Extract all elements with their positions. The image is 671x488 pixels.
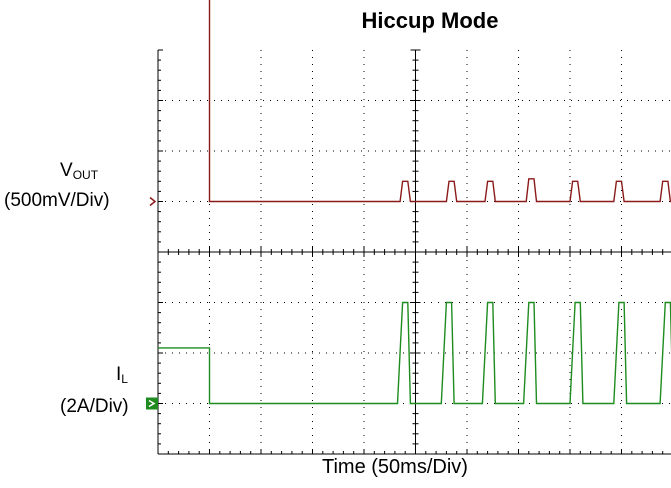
vout-label-sub: OUT <box>72 168 99 182</box>
vout-label-main: V <box>60 160 73 181</box>
vout-trace <box>208 0 671 203</box>
chart-title: Hiccup Mode <box>361 8 499 33</box>
il-label-main: I <box>116 364 122 385</box>
vout-channel-label: VOUT <box>60 160 98 182</box>
x-axis-label: Time (50ms/Div) <box>322 456 468 478</box>
vout-scale-label: (500mV/Div) <box>4 190 110 211</box>
channel-markers <box>146 196 158 410</box>
il-label-sub: L <box>121 372 128 386</box>
il-ground-marker-icon <box>146 397 158 410</box>
trace-group <box>158 0 671 405</box>
il-channel-label: IL <box>116 364 128 386</box>
graticule-grid <box>157 49 671 455</box>
il-scale-label: (2A/Div) <box>60 396 129 417</box>
il-trace <box>158 301 671 405</box>
vout-ground-marker-icon <box>149 196 157 207</box>
il-marker-arrow-icon <box>148 399 156 408</box>
